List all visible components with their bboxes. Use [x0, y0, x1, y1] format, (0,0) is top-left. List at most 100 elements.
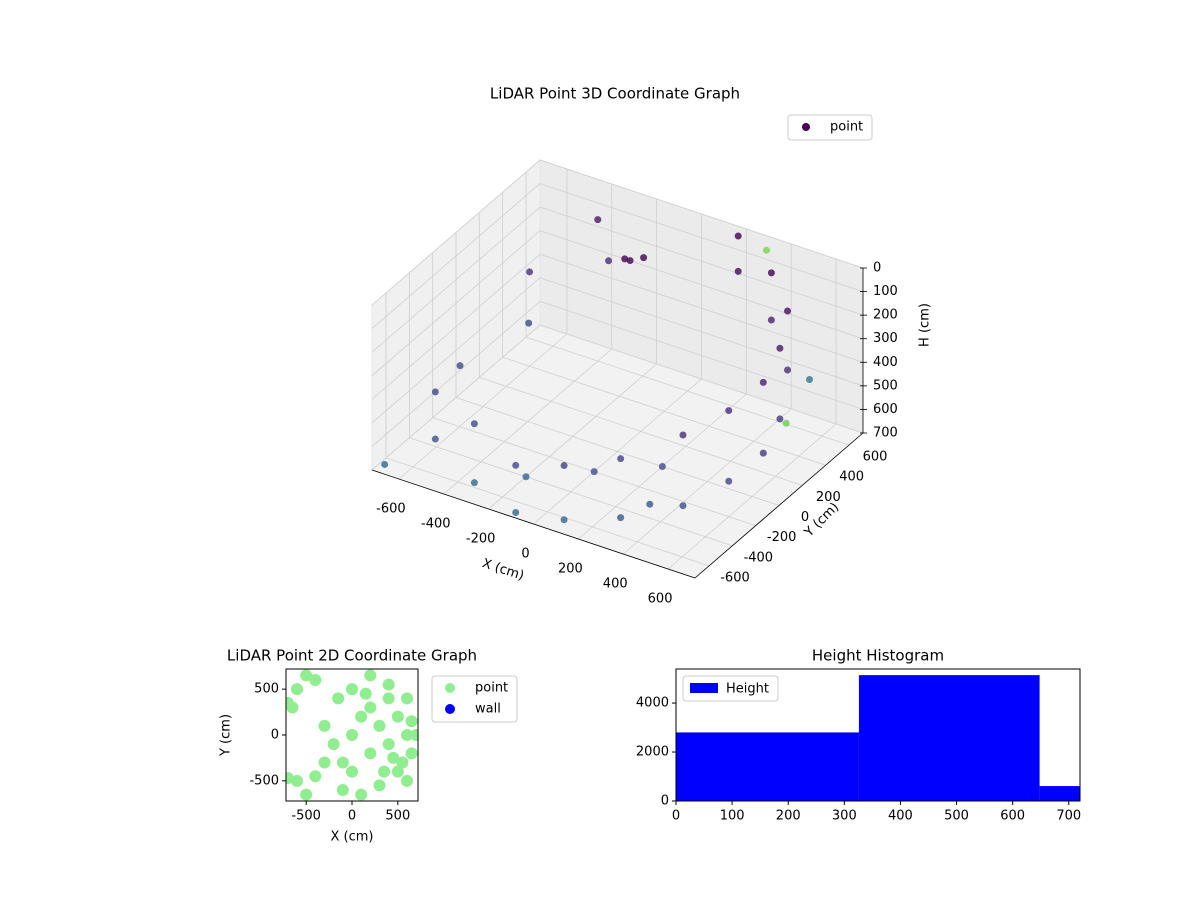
y-axis-label: Y (cm)	[219, 714, 234, 757]
z-tick-label: 700	[873, 426, 898, 441]
legend-label: point	[830, 120, 863, 135]
point	[346, 765, 358, 778]
point	[776, 415, 784, 423]
point	[373, 719, 386, 732]
point	[762, 246, 770, 254]
point	[621, 255, 629, 263]
axis-line	[371, 469, 696, 579]
x-tick-label: 700	[1056, 809, 1081, 824]
plot-area	[286, 669, 418, 801]
point	[309, 674, 322, 686]
x-tick-label: 0	[521, 547, 529, 562]
grid-line	[371, 206, 541, 353]
point	[291, 774, 303, 787]
point	[590, 468, 598, 476]
point	[605, 257, 613, 265]
point	[364, 701, 377, 714]
grid-line	[371, 253, 541, 400]
grid-line	[371, 183, 541, 329]
point	[560, 462, 568, 470]
point	[382, 678, 395, 691]
point	[767, 269, 775, 277]
point	[640, 254, 648, 262]
y-tick-label: 500	[254, 682, 279, 697]
point	[679, 502, 687, 510]
y-tick-label: -200	[767, 530, 797, 545]
bar	[1039, 786, 1080, 801]
grid-line	[371, 277, 541, 424]
point	[373, 779, 386, 792]
point	[286, 696, 294, 709]
grid-line	[525, 336, 850, 446]
point	[734, 232, 742, 240]
point	[336, 784, 349, 796]
grid-line	[539, 277, 864, 387]
y-tick-label: 200	[816, 490, 841, 505]
x-tick-label: -500	[291, 809, 321, 824]
point	[355, 788, 368, 801]
point	[759, 378, 767, 386]
z-tick-label: 100	[873, 284, 898, 299]
grid-line	[539, 159, 864, 269]
legend-marker	[802, 123, 810, 131]
point	[679, 431, 687, 439]
point	[806, 376, 814, 384]
legend-marker	[445, 683, 455, 693]
y-tick-label: 2000	[636, 745, 669, 760]
axis-line	[694, 432, 864, 579]
legend-marker	[445, 704, 455, 714]
point	[456, 362, 464, 370]
grid-line	[539, 324, 864, 434]
y-tick-label: 0	[271, 728, 279, 743]
point	[522, 473, 530, 481]
z-axis-label: H (cm)	[918, 303, 933, 347]
point	[382, 738, 395, 751]
point	[767, 316, 775, 324]
y-tick-label: 400	[839, 470, 864, 485]
grid-line	[455, 397, 780, 506]
point	[734, 267, 742, 275]
bar	[676, 732, 859, 801]
axes-frame	[675, 668, 1081, 802]
x-axis-label: X (cm)	[331, 830, 374, 845]
legend-marker	[690, 683, 718, 693]
point	[387, 751, 400, 764]
grid-line	[409, 437, 733, 547]
point	[626, 257, 634, 265]
point	[617, 455, 625, 463]
point	[512, 461, 520, 469]
point	[300, 788, 313, 801]
y-tick-label: 0	[661, 794, 669, 809]
point	[401, 774, 413, 787]
point	[526, 268, 534, 276]
point	[300, 669, 313, 682]
point	[431, 435, 439, 443]
plot-area	[676, 675, 1080, 801]
point	[560, 516, 568, 524]
point	[381, 460, 389, 468]
grid-line	[539, 253, 864, 363]
legend-label: point	[475, 681, 508, 696]
point	[401, 692, 413, 705]
z-tick-label: 500	[873, 378, 898, 393]
grid-line	[539, 206, 864, 316]
x-tick-label: -600	[376, 502, 406, 517]
x-tick-label: 300	[832, 809, 857, 824]
x-tick-label: 400	[603, 577, 628, 592]
point	[401, 729, 413, 741]
point	[318, 719, 331, 732]
point	[359, 687, 372, 700]
point	[286, 772, 294, 785]
point	[470, 420, 478, 428]
grid-line	[539, 183, 864, 292]
grid-line	[371, 159, 541, 306]
x-tick-label: 400	[888, 809, 913, 824]
x-tick-label: -400	[421, 517, 451, 532]
point	[782, 419, 790, 427]
y-tick-label: -500	[249, 773, 279, 788]
point	[759, 449, 767, 457]
point	[525, 319, 533, 327]
point	[617, 514, 625, 522]
